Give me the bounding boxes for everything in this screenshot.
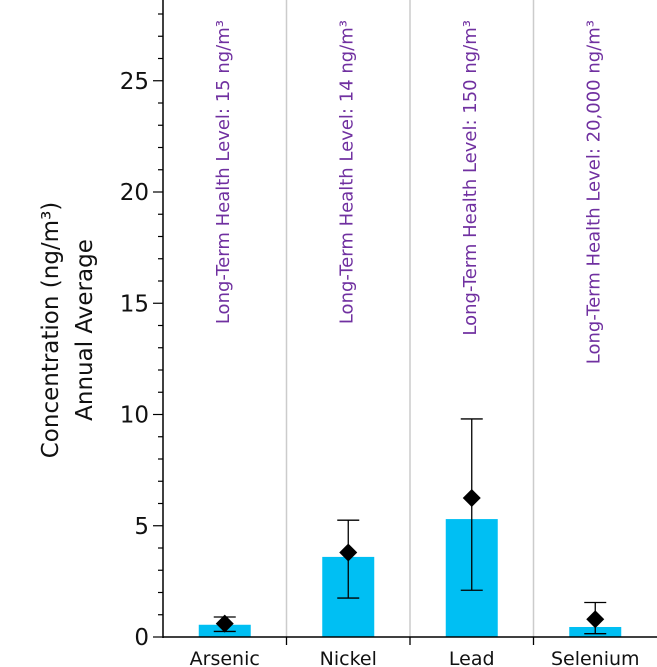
mean-marker-nickel bbox=[339, 543, 358, 562]
mean-marker-selenium bbox=[586, 610, 605, 629]
mean-markers bbox=[215, 488, 605, 633]
y-tick-label: 20 bbox=[120, 180, 149, 206]
category-separators bbox=[285, 0, 535, 637]
y-tick-label: 10 bbox=[120, 403, 149, 429]
y-axis-title-line1: Annual Average bbox=[72, 239, 98, 421]
y-tick-label: 25 bbox=[120, 69, 149, 95]
axes bbox=[162, 0, 657, 645]
y-axis-title-line2: Concentration (ng/m³) bbox=[38, 202, 64, 459]
health-level-annotation: Long-Term Health Level: 15 ng/m³ bbox=[213, 20, 234, 324]
mean-marker-lead bbox=[462, 488, 481, 507]
annotations: Long-Term Health Level: 15 ng/m³ Long-Ter… bbox=[213, 20, 605, 364]
mean-marker-arsenic bbox=[215, 614, 234, 633]
category-label-arsenic: Arsenic bbox=[190, 648, 260, 667]
y-tick-label: 15 bbox=[120, 291, 149, 317]
x-category-labels: Arsenic Nickel Lead Selenium bbox=[190, 648, 640, 667]
y-ticks: 0 5 10 15 20 25 bbox=[120, 13, 163, 651]
category-label-lead: Lead bbox=[449, 648, 495, 667]
health-level-annotation: Long-Term Health Level: 150 ng/m³ bbox=[460, 20, 481, 336]
health-level-annotation: Long-Term Health Level: 14 ng/m³ bbox=[336, 20, 357, 324]
category-label-selenium: Selenium bbox=[551, 648, 640, 667]
y-tick-label: 5 bbox=[134, 514, 149, 540]
y-tick-label: 0 bbox=[134, 625, 149, 651]
category-label-nickel: Nickel bbox=[320, 648, 377, 667]
health-level-annotation: Long-Term Health Level: 20,000 ng/m³ bbox=[583, 20, 604, 364]
